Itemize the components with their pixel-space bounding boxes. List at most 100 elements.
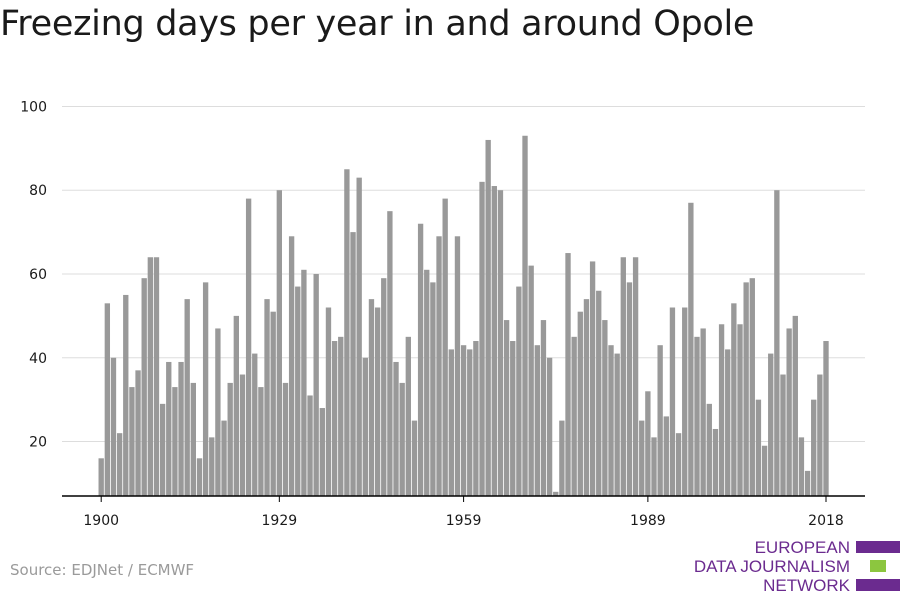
chart-title: Freezing days per year in and around Opo… — [0, 4, 755, 44]
bar-1951 — [411, 420, 418, 496]
bar-1948 — [393, 361, 399, 496]
x-tick-label: 1929 — [262, 513, 298, 529]
bar-2007 — [755, 399, 762, 496]
bar-1916 — [196, 458, 203, 496]
y-tick-label: 100 — [20, 99, 47, 115]
bar-1985 — [620, 257, 626, 496]
bar-2001 — [718, 324, 725, 496]
x-tick-label: 1959 — [446, 513, 482, 529]
bar-2008 — [761, 445, 768, 496]
bar-1954 — [430, 282, 436, 496]
bar-1957 — [448, 349, 454, 496]
bar-1986 — [626, 282, 633, 496]
bar-2009 — [768, 353, 774, 496]
bars — [98, 135, 829, 497]
logo-line-2: DATA JOURNALISM — [693, 557, 850, 576]
bar-1934 — [307, 395, 313, 496]
bar-2010 — [774, 190, 780, 496]
bar-1932 — [295, 286, 301, 496]
bar-1989 — [645, 391, 651, 496]
bar-1950 — [405, 336, 411, 496]
bar-2014 — [798, 437, 805, 496]
bar-1991 — [657, 345, 663, 496]
bar-1923 — [239, 374, 246, 496]
bar-1906 — [135, 370, 141, 496]
bar-1929 — [276, 190, 282, 496]
bar-1926 — [258, 387, 264, 496]
bar-1981 — [596, 290, 602, 496]
bar-1919 — [215, 328, 221, 496]
bar-1998 — [700, 328, 706, 496]
bar-1955 — [436, 236, 442, 497]
bar-1965 — [497, 190, 504, 496]
bar-1927 — [264, 299, 270, 496]
bar-2004 — [737, 324, 743, 496]
bar-1995 — [682, 307, 688, 496]
bar-1925 — [252, 353, 258, 496]
bar-1900 — [98, 458, 104, 496]
bar-1936 — [319, 408, 325, 496]
bar-1920 — [221, 420, 227, 496]
bar-2015 — [804, 470, 811, 496]
bar-1961 — [473, 341, 479, 496]
bar-1930 — [282, 382, 289, 496]
bar-2003 — [731, 303, 737, 496]
bar-1974 — [553, 491, 559, 496]
bar-1912 — [172, 387, 178, 496]
logo-bar-purple-bottom — [856, 579, 900, 591]
x-axis-ticks: 1900 1929 1959 1989 2018 — [83, 496, 844, 529]
logo-bar-green — [870, 560, 886, 572]
bar-1970 — [528, 265, 534, 496]
y-tick-label: 20 — [29, 435, 47, 451]
bar-1988 — [639, 420, 645, 496]
bar-1924 — [245, 198, 252, 496]
bar-1952 — [417, 223, 424, 497]
bar-1993 — [669, 307, 676, 496]
bar-1921 — [227, 382, 233, 496]
bar-1990 — [651, 437, 657, 496]
bar-1946 — [381, 278, 387, 496]
bar-1909 — [153, 257, 160, 496]
bar-1915 — [190, 382, 196, 496]
bar-1942 — [356, 177, 362, 496]
bar-2011 — [780, 374, 786, 496]
bar-1918 — [209, 437, 215, 496]
bar-1999 — [706, 403, 712, 496]
bar-1947 — [387, 211, 393, 496]
bar-1956 — [442, 198, 448, 496]
y-tick-label: 40 — [29, 351, 47, 367]
bar-1987 — [632, 257, 639, 496]
bar-1922 — [233, 315, 239, 496]
y-axis-tick-labels: 20 40 60 80 100 — [20, 99, 47, 450]
bar-1935 — [313, 273, 319, 496]
bar-1933 — [301, 269, 307, 496]
bar-1978 — [577, 311, 583, 496]
bar-1939 — [338, 336, 344, 496]
bar-1913 — [178, 361, 184, 496]
edjnet-logo: EUROPEAN DATA JOURNALISM NETWORK — [694, 538, 900, 595]
bar-2018 — [823, 341, 829, 496]
bar-2000 — [712, 428, 719, 496]
bar-1944 — [368, 299, 375, 496]
bar-2013 — [792, 315, 798, 496]
bar-2006 — [749, 278, 755, 496]
bar-1971 — [534, 345, 540, 496]
bar-1959 — [460, 345, 467, 496]
bar-1949 — [399, 382, 405, 496]
bar-1967 — [510, 341, 516, 496]
bar-1958 — [454, 236, 461, 497]
bar-1938 — [331, 341, 338, 496]
bar-1992 — [663, 416, 669, 496]
bar-1972 — [540, 320, 547, 496]
bar-1960 — [467, 349, 473, 496]
bar-1943 — [362, 357, 368, 496]
bar-1963 — [485, 139, 491, 496]
bar-1979 — [583, 299, 590, 496]
bar-1962 — [479, 181, 485, 496]
bar-1914 — [184, 299, 190, 496]
y-tick-label: 60 — [29, 267, 47, 283]
bar-1969 — [522, 135, 528, 496]
bar-1902 — [110, 357, 117, 496]
bar-1905 — [129, 387, 135, 496]
